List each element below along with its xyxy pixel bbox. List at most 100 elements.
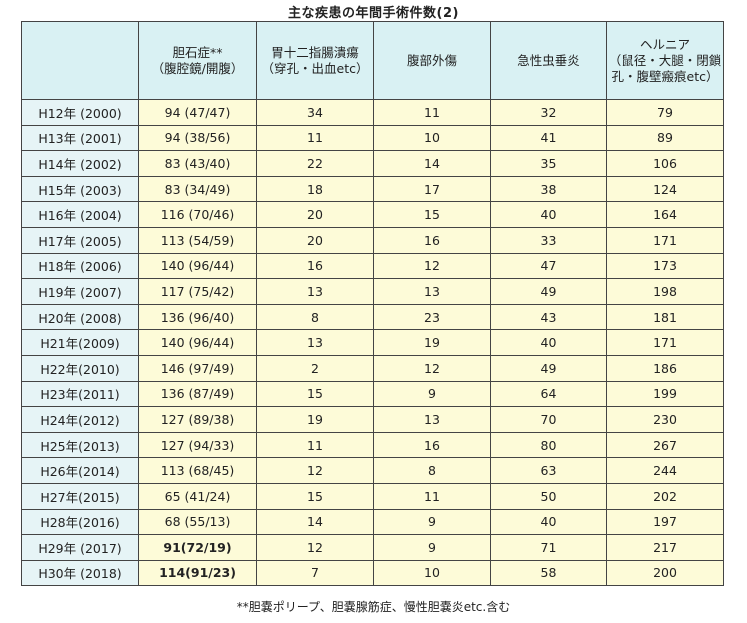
cell-year: H12年 (2000) <box>21 99 139 126</box>
header-cholelithiasis: 胆石症** （腹腔鏡/開腹） <box>138 21 257 100</box>
cell-ulcer: 15 <box>256 482 374 510</box>
cell-hernia: 79 <box>606 99 724 126</box>
cell-hernia: 89 <box>606 124 724 152</box>
cell-year: H30年 (2018) <box>21 559 139 587</box>
header-trauma: 腹部外傷 <box>373 21 491 100</box>
cell-appendicitis: 40 <box>490 329 607 356</box>
cell-year: H27年(2015) <box>21 482 139 510</box>
cell-cholelithiasis: 113 (68/45) <box>138 457 257 484</box>
cell-hernia: 199 <box>606 380 724 408</box>
cell-appendicitis: 70 <box>490 406 607 433</box>
cell-year: H14年 (2002) <box>21 150 139 177</box>
cell-trauma: 12 <box>373 252 491 280</box>
header-year <box>21 21 139 100</box>
table-row: H25年(2013) 127 (94/33) 11 16 80 267 <box>21 431 724 459</box>
table-row: H29年 (2017) 91(72/19) 12 9 71 217 <box>21 534 724 561</box>
table-row: H27年(2015) 65 (41/24) 15 11 50 202 <box>21 482 724 510</box>
cell-appendicitis: 40 <box>490 508 607 536</box>
table-row: H12年 (2000) 94 (47/47) 34 11 32 79 <box>21 99 724 126</box>
header-ulcer: 胃十二指腸潰瘍 （穿孔・出血etc） <box>256 21 374 100</box>
cell-year: H15年 (2003) <box>21 175 139 203</box>
cell-year: H25年(2013) <box>21 431 139 459</box>
cell-hernia: 164 <box>606 201 724 228</box>
cell-appendicitis: 71 <box>490 534 607 561</box>
cell-appendicitis: 47 <box>490 252 607 280</box>
cell-hernia: 217 <box>606 534 724 561</box>
cell-appendicitis: 80 <box>490 431 607 459</box>
cell-appendicitis: 32 <box>490 99 607 126</box>
cell-trauma: 19 <box>373 329 491 356</box>
table-row: H17年 (2005) 113 (54/59) 20 16 33 171 <box>21 226 724 254</box>
table-row: H18年 (2006) 140 (96/44) 16 12 47 173 <box>21 252 724 280</box>
cell-cholelithiasis: 136 (87/49) <box>138 380 257 408</box>
header-row: 胆石症** （腹腔鏡/開腹） 胃十二指腸潰瘍 （穿孔・出血etc） 腹部外傷 急性虫… <box>21 21 724 100</box>
page-title: 主な疾患の年間手術件数(2) <box>288 6 459 21</box>
cell-ulcer: 11 <box>256 431 374 459</box>
cell-appendicitis: 43 <box>490 303 607 331</box>
cell-hernia: 173 <box>606 252 724 280</box>
cell-trauma: 13 <box>373 406 491 433</box>
cell-hernia: 186 <box>606 354 724 382</box>
cell-trauma: 12 <box>373 354 491 382</box>
cell-appendicitis: 50 <box>490 482 607 510</box>
cell-cholelithiasis: 83 (34/49) <box>138 175 257 203</box>
cell-hernia: 171 <box>606 226 724 254</box>
cell-year: H17年 (2005) <box>21 226 139 254</box>
cell-year: H16年 (2004) <box>21 201 139 228</box>
cell-ulcer: 15 <box>256 380 374 408</box>
header-appendicitis: 急性虫垂炎 <box>490 21 607 100</box>
cell-ulcer: 2 <box>256 354 374 382</box>
cell-year: H26年(2014) <box>21 457 139 484</box>
cell-trauma: 8 <box>373 457 491 484</box>
cell-year: H28年(2016) <box>21 508 139 536</box>
cell-trauma: 11 <box>373 482 491 510</box>
cell-hernia: 181 <box>606 303 724 331</box>
cell-cholelithiasis: 113 (54/59) <box>138 226 257 254</box>
cell-hernia: 230 <box>606 406 724 433</box>
cell-cholelithiasis: 116 (70/46) <box>138 201 257 228</box>
cell-hernia: 200 <box>606 559 724 587</box>
table-row: H13年 (2001) 94 (38/56) 11 10 41 89 <box>21 124 724 152</box>
cell-trauma: 9 <box>373 534 491 561</box>
table-row: H26年(2014) 113 (68/45) 12 8 63 244 <box>21 457 724 484</box>
cell-appendicitis: 58 <box>490 559 607 587</box>
cell-ulcer: 13 <box>256 278 374 305</box>
cell-trauma: 9 <box>373 380 491 408</box>
cell-trauma: 17 <box>373 175 491 203</box>
cell-appendicitis: 35 <box>490 150 607 177</box>
table-row: H28年(2016) 68 (55/13) 14 9 40 197 <box>21 508 724 536</box>
cell-cholelithiasis: 140 (96/44) <box>138 252 257 280</box>
table-row: H30年 (2018) 114(91/23) 7 10 58 200 <box>21 559 724 587</box>
cell-trauma: 23 <box>373 303 491 331</box>
cell-appendicitis: 41 <box>490 124 607 152</box>
cell-hernia: 202 <box>606 482 724 510</box>
cell-ulcer: 12 <box>256 457 374 484</box>
cell-year: H21年(2009) <box>21 329 139 356</box>
cell-ulcer: 12 <box>256 534 374 561</box>
cell-ulcer: 19 <box>256 406 374 433</box>
cell-hernia: 106 <box>606 150 724 177</box>
cell-trauma: 11 <box>373 99 491 126</box>
cell-trauma: 10 <box>373 559 491 587</box>
table-row: H20年 (2008) 136 (96/40) 8 23 43 181 <box>21 303 724 331</box>
cell-trauma: 13 <box>373 278 491 305</box>
table-row: H14年 (2002) 83 (43/40) 22 14 35 106 <box>21 150 724 177</box>
cell-cholelithiasis: 146 (97/49) <box>138 354 257 382</box>
table-row: H19年 (2007) 117 (75/42) 13 13 49 198 <box>21 278 724 305</box>
cell-cholelithiasis: 94 (47/47) <box>138 99 257 126</box>
cell-hernia: 171 <box>606 329 724 356</box>
table-row: H15年 (2003) 83 (34/49) 18 17 38 124 <box>21 175 724 203</box>
cell-year: H24年(2012) <box>21 406 139 433</box>
cell-trauma: 16 <box>373 226 491 254</box>
cell-appendicitis: 49 <box>490 354 607 382</box>
surgery-count-table: 胆石症** （腹腔鏡/開腹） 胃十二指腸潰瘍 （穿孔・出血etc） 腹部外傷 急性虫… <box>21 21 724 587</box>
cell-ulcer: 22 <box>256 150 374 177</box>
cell-trauma: 15 <box>373 201 491 228</box>
cell-hernia: 267 <box>606 431 724 459</box>
cell-hernia: 124 <box>606 175 724 203</box>
cell-ulcer: 18 <box>256 175 374 203</box>
cell-appendicitis: 64 <box>490 380 607 408</box>
cell-trauma: 16 <box>373 431 491 459</box>
cell-year: H22年(2010) <box>21 354 139 382</box>
cell-ulcer: 34 <box>256 99 374 126</box>
